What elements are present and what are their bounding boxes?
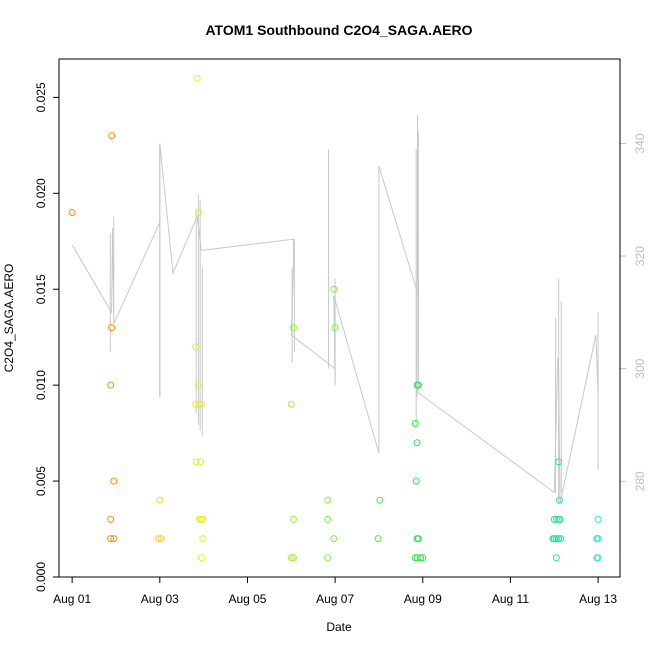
y-tick-label: 0.000 [34, 562, 48, 592]
data-point [194, 209, 202, 216]
y2-tick-label: 300 [633, 358, 647, 378]
scatter-points [68, 74, 602, 562]
data-point [552, 515, 560, 523]
data-point [417, 554, 425, 562]
data-point [552, 535, 560, 543]
data-point [108, 132, 116, 140]
data-point [290, 515, 297, 523]
data-point [331, 324, 339, 332]
x-tick-label: Aug 13 [579, 592, 617, 606]
plot-frame [58, 58, 621, 578]
data-point [376, 496, 384, 504]
data-point [413, 439, 421, 447]
data-point [107, 535, 115, 543]
data-point [157, 535, 165, 543]
right-axis-trace [71, 115, 599, 504]
data-point [199, 515, 207, 523]
y2-tick-label: 320 [633, 246, 647, 266]
data-point [412, 477, 420, 485]
data-point [290, 324, 297, 332]
data-point [555, 458, 563, 466]
data-point [110, 535, 118, 543]
data-point [374, 535, 382, 543]
y-tick-label: 0.020 [34, 178, 48, 208]
data-point [197, 554, 205, 562]
data-point [156, 496, 164, 504]
y-axis-label: C2O4_SAGA.AERO [2, 264, 16, 373]
data-point [557, 535, 565, 543]
x-tick-label: Aug 07 [316, 592, 354, 606]
data-point [411, 420, 419, 427]
data-point [324, 554, 332, 562]
data-point [110, 477, 118, 485]
data-point [324, 515, 332, 523]
y-tick-label: 0.025 [34, 82, 48, 112]
data-point [556, 515, 564, 523]
data-point [556, 496, 563, 504]
data-point [194, 381, 202, 389]
data-point [324, 496, 332, 504]
data-point [195, 400, 203, 408]
data-point [594, 554, 602, 562]
x-axis-label: Date [326, 620, 352, 634]
y-tick-label: 0.015 [34, 274, 48, 304]
data-point [108, 324, 116, 332]
x-tick-label: Aug 11 [492, 592, 529, 606]
axes: Aug 01 Aug 03 Aug 05 Aug 07 Aug 09 Aug 11 Aug … [34, 82, 647, 606]
data-point [192, 343, 200, 351]
x-tick-label: Aug 09 [404, 592, 442, 606]
data-point [290, 554, 297, 562]
data-point [68, 209, 76, 216]
x-tick-label: Aug 03 [141, 592, 179, 606]
data-point [330, 535, 338, 543]
x-tick-label: Aug 01 [53, 592, 91, 606]
data-point [197, 400, 205, 408]
data-point [192, 458, 200, 466]
data-point [107, 381, 115, 389]
data-point [107, 515, 115, 523]
data-point [197, 458, 205, 466]
data-point [414, 381, 422, 389]
data-point [155, 535, 162, 543]
data-point [594, 535, 602, 543]
data-point [555, 535, 563, 543]
data-point [199, 535, 207, 543]
chart-title: ATOM1 Southbound C2O4_SAGA.AERO [205, 22, 472, 38]
data-point [552, 554, 560, 562]
data-point [414, 535, 422, 543]
x-tick-label: Aug 05 [228, 592, 266, 606]
y2-tick-label: 280 [633, 471, 647, 491]
data-point [193, 74, 201, 82]
data-point [287, 554, 295, 562]
data-point [419, 554, 427, 562]
data-point [594, 515, 602, 523]
data-point [287, 400, 295, 408]
y2-tick-label: 340 [633, 133, 647, 153]
data-point [195, 515, 203, 523]
y-tick-label: 0.005 [34, 466, 48, 496]
data-point [330, 285, 338, 293]
y-tick-label: 0.010 [34, 370, 48, 400]
